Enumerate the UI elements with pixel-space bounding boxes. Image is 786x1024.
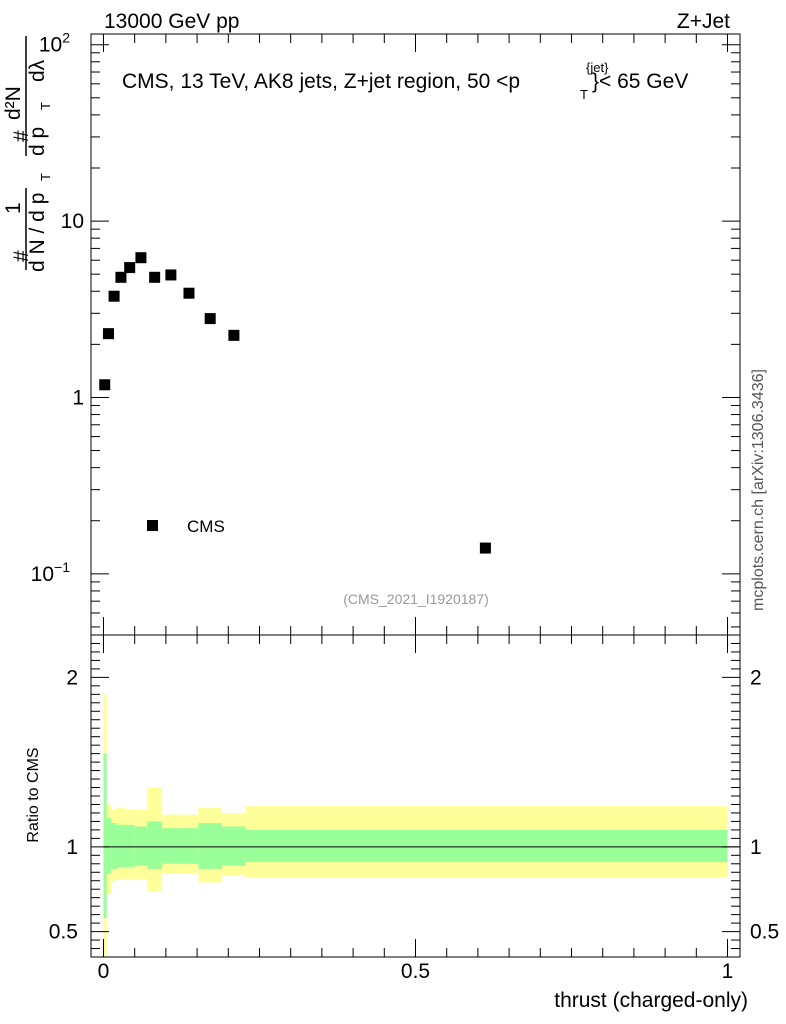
ratio-panel: 0.5 0.51 12 2 0 0.5 1 — [49, 634, 779, 983]
side-label: mcplots.cern.ch [arXiv:1306.3436] — [750, 369, 767, 611]
inner-band-segment — [222, 826, 246, 866]
data-point — [183, 287, 195, 299]
main-frame — [90, 33, 741, 636]
inner-band-segment — [147, 821, 163, 869]
ratio-y-ticks: 0.5 0.5 1 1 2 2 — [49, 634, 779, 950]
data-points — [99, 252, 491, 554]
ylabel-den-sub: T — [38, 173, 53, 181]
ylabel-hash1: # — [10, 250, 33, 262]
ratio-y-tick-label-left: 1 — [66, 836, 78, 859]
y-tick-label: 1 — [72, 386, 84, 409]
ratio-frame — [90, 634, 741, 958]
main-panel: 10−1 1 10 102 CMS, 13 TeV, AK8 jets, Z+jet … — [31, 30, 741, 636]
chart-title: CMS, 13 TeV, AK8 jets, Z+jet region, 50 … — [122, 70, 520, 93]
ylabel-dpt-sub: T — [38, 102, 53, 110]
inner-band-segment — [103, 753, 107, 919]
y-tick-label: 102 — [39, 30, 70, 57]
ratio-bands — [103, 694, 728, 957]
ylabel-d2n: d²N — [2, 86, 25, 120]
inner-band-segment — [179, 828, 199, 864]
ylabel-hash2: # — [10, 130, 33, 142]
data-point — [165, 269, 177, 281]
header-left: 13000 GeV pp — [104, 10, 239, 33]
ratio-y-tick-label-left: 2 — [66, 666, 78, 689]
data-point — [479, 542, 491, 554]
data-point — [99, 379, 111, 391]
ratio-y-tick-label-right: 0.5 — [750, 921, 779, 944]
main-x-ticks — [102, 34, 729, 635]
chart-title-sub: T — [580, 87, 588, 102]
ratio-y-label: Ratio to CMS — [25, 747, 42, 842]
y-tick-label: 10−1 — [31, 559, 71, 586]
main-y-label: # 1 d N / d p T # d²N d p T dλ — [2, 36, 53, 272]
x-tick-label: 0 — [98, 960, 110, 983]
legend-marker — [147, 520, 158, 531]
inner-band-segment — [106, 818, 111, 874]
x-tick-label: 0.5 — [401, 960, 430, 983]
inner-band-segment — [245, 829, 728, 863]
main-y-ticks: 10−1 1 10 102 — [31, 30, 740, 628]
y-tick-label: 10 — [61, 210, 84, 233]
chart-title-sup: {jet} — [586, 60, 609, 75]
data-point — [115, 271, 127, 283]
x-tick-label: 1 — [722, 960, 734, 983]
inner-band-segment — [162, 828, 180, 864]
ratio-y-tick-label-left: 0.5 — [49, 921, 78, 944]
inner-band-segment — [125, 824, 135, 868]
data-point — [228, 329, 240, 341]
watermark: (CMS_2021_I1920187) — [343, 591, 489, 607]
ratio-y-tick-label-right: 2 — [750, 666, 762, 689]
inner-band-segment — [134, 826, 148, 866]
chart-title-suffix: }< 65 GeV — [592, 70, 688, 93]
inner-band-segment — [117, 824, 126, 868]
data-point — [204, 313, 216, 325]
ratio-x-ticks: 0 0.5 1 — [98, 635, 734, 983]
chart-title-prefix: CMS, 13 TeV, AK8 jets, Z+jet region, 50 … — [122, 70, 520, 93]
data-point — [149, 271, 161, 283]
inner-band-segment — [198, 823, 223, 869]
data-point — [108, 290, 120, 302]
ylabel-dlambda: dλ — [26, 59, 49, 82]
ylabel-den: d N / d p — [26, 193, 49, 272]
data-point — [124, 262, 136, 274]
inner-band-segment — [110, 823, 118, 869]
ylabel-one: 1 — [2, 202, 25, 214]
ratio-y-tick-label-right: 1 — [750, 836, 762, 859]
x-axis-label: thrust (charged-only) — [554, 989, 748, 1012]
data-point — [135, 252, 147, 264]
header-right: Z+Jet — [677, 10, 730, 33]
ylabel-dpt: d p — [26, 127, 49, 156]
data-point — [102, 328, 114, 340]
legend-label: CMS — [187, 517, 225, 536]
